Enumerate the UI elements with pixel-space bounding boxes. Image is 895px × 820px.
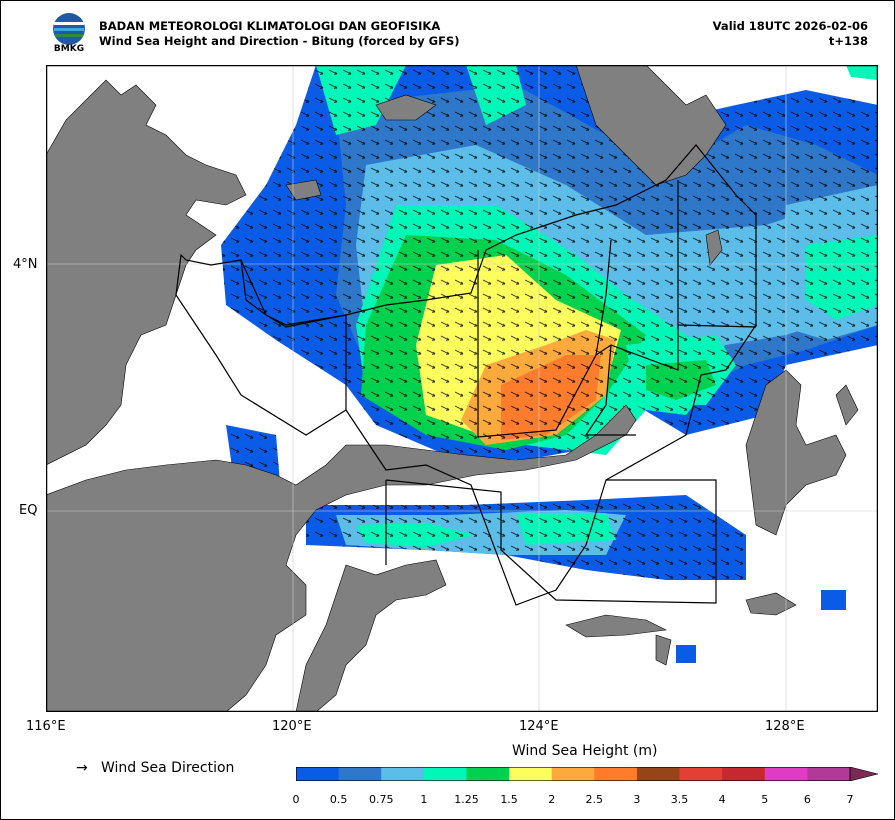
colorbar-tick-label: 0.5 <box>329 793 348 806</box>
colorbar-tick-label: 3.5 <box>670 793 689 806</box>
island-north-2 <box>285 179 322 201</box>
header-left: BADAN METEOROLOGI KLIMATOLOGI DAN GEOFIS… <box>99 19 460 49</box>
sulawesi-southeast <box>295 559 447 712</box>
colorbar-tick-label: 0 <box>292 793 300 806</box>
agency-name: BADAN METEOROLOGI KLIMATOLOGI DAN GEOFIS… <box>99 19 441 33</box>
y-tick-4n: 4°N <box>13 257 38 272</box>
colorbar-segment <box>722 767 766 781</box>
colorbar-segment <box>381 767 425 781</box>
colorbar-segment <box>551 767 595 781</box>
sulawesi-land <box>46 404 637 712</box>
colorbar-segment <box>636 767 681 781</box>
bmkg-logo <box>53 13 85 47</box>
colorbar-tick-label: 2.5 <box>585 793 604 806</box>
colorbar-segment <box>423 767 467 781</box>
island-south-1 <box>565 614 668 638</box>
forecast-area-boundaries <box>175 144 757 606</box>
graticule <box>46 65 878 712</box>
colorbar-tick-label: 7 <box>846 793 854 806</box>
x-tick-128: 128°E <box>765 719 805 734</box>
colorbar-tick-label: 2 <box>548 793 556 806</box>
land-masses <box>46 65 859 712</box>
colorbar-border <box>296 767 851 781</box>
valid-time: Valid 18UTC 2026-02-06 <box>712 19 868 33</box>
halmahera-land <box>745 369 847 536</box>
colorbar-tick-label: 3 <box>633 793 641 806</box>
colorbar-tick-label: 0.75 <box>368 793 394 806</box>
logo-text: BMKG <box>53 44 85 54</box>
lead-time: t+138 <box>828 34 868 48</box>
map-subtitle: Wind Sea Height and Direction - Bitung (… <box>99 34 460 48</box>
colorbar-extend-arrow <box>849 767 878 781</box>
colorbar-tick-label: 4 <box>718 793 726 806</box>
island-south-3 <box>655 634 672 666</box>
island-east <box>835 384 859 426</box>
colorbar-segment <box>807 767 851 781</box>
colorbar <box>296 767 878 781</box>
wind-direction-label: Wind Sea Direction <box>101 760 235 776</box>
wave-map <box>46 65 878 712</box>
colorbar-segment <box>594 767 638 781</box>
x-tick-116: 116°E <box>26 719 66 734</box>
x-tick-120: 120°E <box>272 719 312 734</box>
borneo-land <box>46 79 247 466</box>
colorbar-segment <box>466 767 510 781</box>
colorbar-tick-label: 1 <box>420 793 428 806</box>
wind-direction-arrow-icon: → <box>76 760 88 776</box>
y-tick-eq: EQ <box>19 503 38 518</box>
colorbar-tick-label: 1.25 <box>454 793 479 806</box>
colorbar-segment <box>679 767 723 781</box>
colorbar-tick-label: 5 <box>761 793 769 806</box>
mindanao-land <box>575 65 727 186</box>
x-tick-124: 124°E <box>519 719 559 734</box>
colorbar-segment <box>296 767 340 781</box>
colorbar-segment <box>764 767 808 781</box>
colorbar-tick-label: 1.5 <box>500 793 518 806</box>
colorbar-title: Wind Sea Height (m) <box>512 743 658 759</box>
colorbar-segment <box>338 767 382 781</box>
island-north-1 <box>375 94 437 121</box>
colorbar-segment <box>509 767 553 781</box>
wind-sea-arrows <box>221 65 878 580</box>
colorbar-tick-label: 6 <box>803 793 811 806</box>
header-right: Valid 18UTC 2026-02-06 t+138 <box>713 19 868 49</box>
island-sangihe <box>705 229 723 266</box>
